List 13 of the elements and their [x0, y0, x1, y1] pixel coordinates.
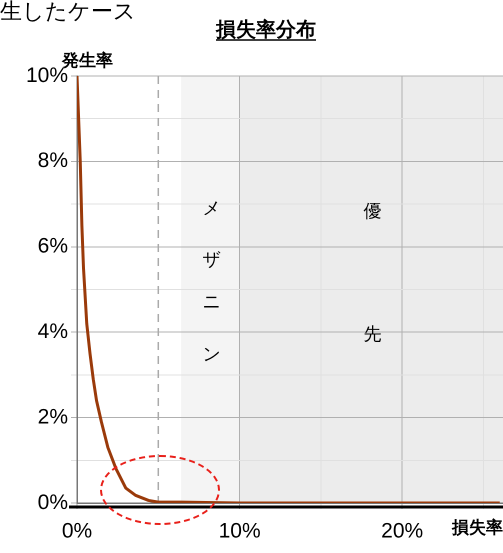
band-label: 優先 [360, 188, 382, 432]
x-tick-label: 20% [381, 519, 424, 542]
y-tick-label: 8% [38, 149, 68, 172]
x-tick-label: 0% [62, 519, 92, 542]
band-label: メザニン [199, 188, 222, 384]
x-tick-label: 10% [218, 519, 261, 542]
y-tick-label: 6% [38, 234, 68, 258]
chart-title: 損失率分布 [215, 17, 316, 41]
text: 生したケース [0, 0, 136, 25]
y-tick-label: 2% [38, 405, 68, 428]
y-tick-label: 0% [38, 490, 68, 514]
x-axis-title: 損失率 [451, 518, 503, 538]
y-tick-label: 4% [38, 320, 68, 343]
